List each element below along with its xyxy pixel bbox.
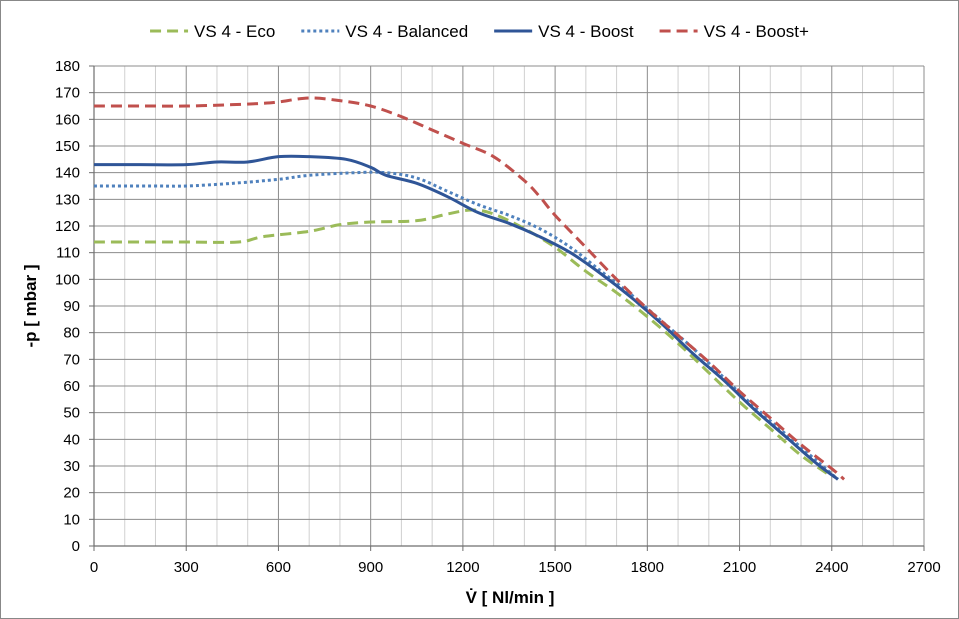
y-tick-label: 180: [55, 58, 80, 75]
series-line-3: [94, 154, 839, 481]
y-tick-label: 120: [55, 218, 80, 235]
x-tick-label: 600: [266, 559, 291, 576]
y-tick-label: 20: [63, 485, 80, 502]
x-tick-label: 1500: [538, 559, 571, 576]
legend-label: VS 4 - Eco: [194, 22, 275, 41]
x-tick-label: 1200: [446, 559, 479, 576]
y-tick-label: 40: [63, 431, 80, 448]
x-tick-label: 900: [358, 559, 383, 576]
series-line-1: [93, 208, 833, 478]
grid-layer: [93, 65, 925, 547]
series-line-2: [94, 170, 839, 481]
x-tick-label: 2700: [907, 559, 940, 576]
x-tick-label: 1800: [631, 559, 664, 576]
x-tick-label: 2100: [723, 559, 756, 576]
legend-label: VS 4 - Boost+: [704, 22, 809, 41]
legend-label: VS 4 - Balanced: [345, 22, 468, 41]
y-tick-label: 140: [55, 165, 80, 182]
y-tick-label: 10: [63, 511, 80, 528]
y-tick-label: 110: [56, 245, 80, 262]
y-tick-label: 170: [55, 85, 80, 102]
y-tick-label: 100: [55, 271, 80, 288]
y-tick-label: 50: [63, 405, 80, 422]
axes-layer: [89, 65, 925, 551]
tick-labels: 0 10 20 30 40 50 60 70 80 90 100 110 120 130 140 150 160…: [55, 58, 941, 576]
series-line-4: [94, 96, 846, 481]
y-tick-label: 0: [72, 538, 80, 555]
y-tick-label: 80: [63, 325, 80, 342]
x-tick-label: 2400: [815, 559, 848, 576]
legend-label: VS 4 - Boost: [538, 22, 634, 41]
legend: VS 4 - Eco VS 4 - Balanced VS 4 - Boost VS …: [150, 22, 809, 41]
y-tick-label: 60: [63, 378, 80, 395]
y-tick-label: 30: [63, 458, 80, 475]
y-tick-label: 90: [63, 298, 80, 315]
y-tick-label: 130: [55, 191, 80, 208]
x-axis-label: V̇ [ Nl/min ]: [466, 588, 555, 607]
y-tick-label: 150: [55, 138, 80, 155]
y-tick-label: 160: [55, 111, 80, 128]
series-layer: [93, 96, 846, 481]
x-tick-label: 0: [90, 559, 98, 576]
y-tick-label: 70: [63, 351, 80, 368]
y-axis-label: -p [ mbar ]: [21, 264, 40, 347]
x-tick-label: 300: [174, 559, 199, 576]
